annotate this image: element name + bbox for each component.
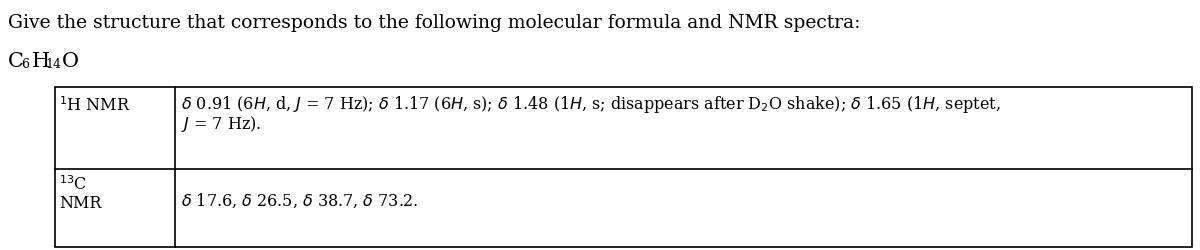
Text: NMR: NMR [59,194,102,211]
Text: C: C [8,52,24,71]
Text: O: O [62,52,79,71]
Text: $^{13}$C: $^{13}$C [59,174,88,193]
Text: $^{1}$H NMR: $^{1}$H NMR [59,96,131,114]
Text: $\delta$ 17.6, $\delta$ 26.5, $\delta$ 38.7, $\delta$ 73.2.: $\delta$ 17.6, $\delta$ 26.5, $\delta$ 3… [181,191,419,210]
Text: 14: 14 [46,58,61,71]
Text: $\delta$ 0.91 (6$\mathit{H}$, d, $\mathit{J}$ = 7 Hz); $\delta$ 1.17 (6$\mathit{: $\delta$ 0.91 (6$\mathit{H}$, d, $\mathi… [181,94,1001,114]
Text: Give the structure that corresponds to the following molecular formula and NMR s: Give the structure that corresponds to t… [8,14,860,32]
Text: H: H [32,52,50,71]
Text: $\mathit{J}$ = 7 Hz).: $\mathit{J}$ = 7 Hz). [181,114,262,134]
Text: 6: 6 [22,58,29,71]
Bar [55,88,1192,247]
